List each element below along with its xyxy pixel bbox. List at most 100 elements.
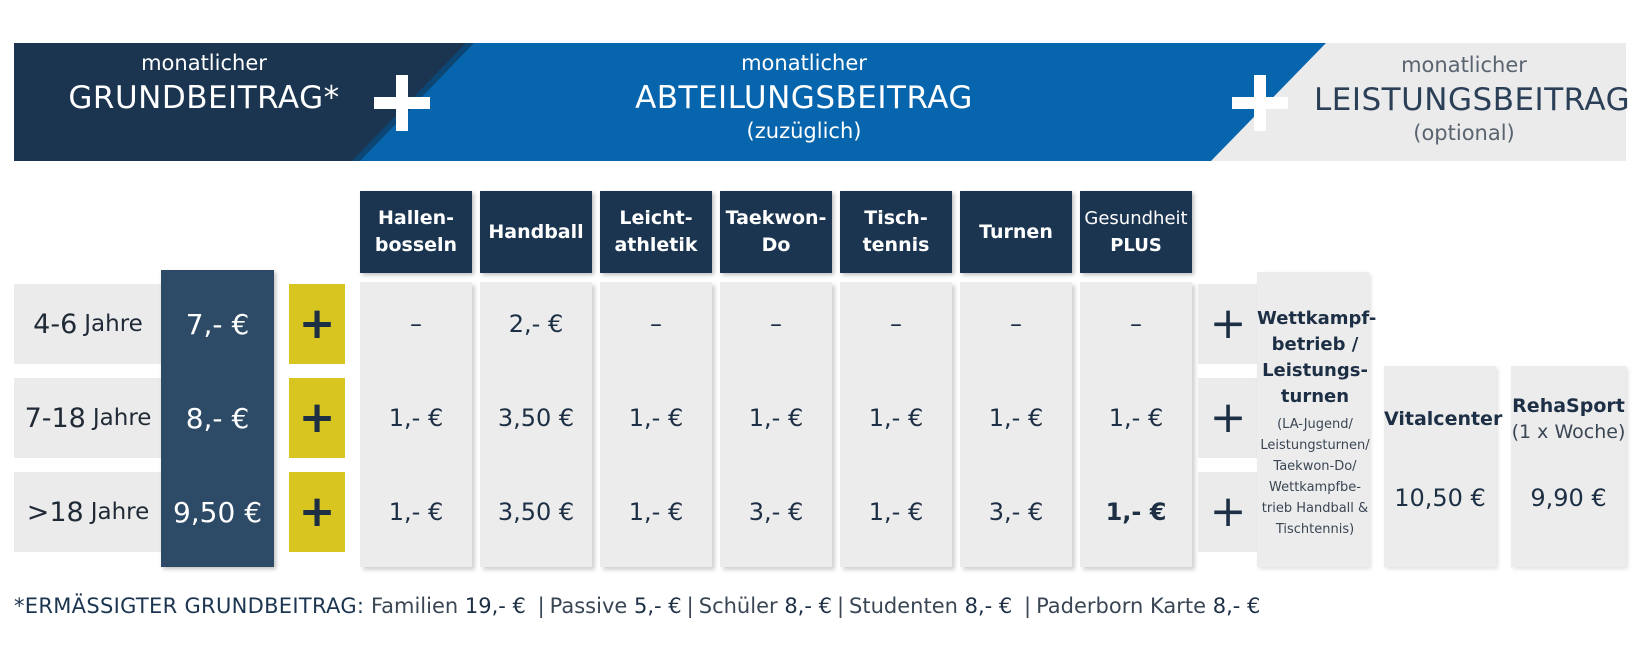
footnote: *ERMÄSSIGTER GRUNDBEITRAG: Familien 19,-…: [14, 594, 1260, 618]
age-unit: Jahre: [90, 499, 150, 525]
dept-column: [1080, 282, 1192, 567]
abteilung-banner-title: ABTEILUNGSBEITRAG: [635, 80, 973, 116]
fee-cell: 3,50 €: [497, 404, 575, 432]
vitalcenter-price: 10,50 €: [1394, 484, 1486, 512]
plus-icon: +: [1209, 298, 1247, 349]
fee-cell: 1,- €: [628, 404, 684, 432]
rehasport-price: 9,90 €: [1530, 484, 1607, 512]
dept-header-line: Handball: [488, 220, 584, 243]
fee-cell: –: [1010, 310, 1022, 338]
footnote-item-label: Schüler: [698, 594, 778, 618]
fee-cell: 3,- €: [988, 498, 1044, 526]
age-range: 7-18: [24, 402, 86, 434]
fee-cell: 1,- €: [988, 404, 1044, 432]
leistung-banner-text: monatlicher LEISTUNGSBEITRAG (optional): [1314, 53, 1631, 145]
age-row-label-2: 7-18 Jahre: [14, 378, 162, 458]
dept-header-leichtathletik: Leicht-athletik: [600, 191, 712, 273]
rehasport-subtitle: (1 x Woche): [1511, 421, 1626, 443]
footnote-item-price: 8,- €: [784, 594, 832, 618]
dept-column: [960, 282, 1072, 567]
age-row-label-1: 4-6 Jahre: [14, 284, 162, 364]
dept-column: [360, 282, 472, 567]
plus-icon: +: [289, 378, 345, 458]
fee-cell: 1,- €: [748, 404, 804, 432]
dept-header-line: athletik: [614, 234, 698, 256]
rehasport-column: [1511, 366, 1626, 567]
footnote-item-label: Paderborn Karte: [1036, 594, 1207, 618]
fee-cell: –: [770, 310, 782, 338]
plus-icon: +: [289, 284, 345, 364]
dept-header-line: Gesundheit: [1084, 208, 1188, 229]
vitalcenter-column: [1384, 366, 1496, 567]
leistung-banner-title: LEISTUNGSBEITRAG: [1314, 82, 1631, 118]
grund-banner-bg: [14, 43, 466, 161]
footnote-separator: |: [686, 594, 694, 618]
abteilung-banner-bg: [344, 43, 1326, 161]
fee-cell: 1,- €: [1108, 404, 1164, 432]
grundbeitrag-column: [161, 270, 274, 567]
rehasport-title: RehaSport: [1512, 395, 1625, 417]
wettkampf-sub-line: Taekwon-Do/: [1273, 459, 1357, 474]
dept-header-tischtennis: Tisch-tennis: [840, 191, 952, 273]
wettkampf-sub-line: Leistungsturnen/: [1260, 438, 1370, 453]
dept-header-line: tennis: [862, 234, 930, 256]
row-stripe: [1198, 472, 1258, 552]
row-stripe: [1198, 284, 1258, 364]
abteilung-banner-note: (zuzüglich): [746, 119, 862, 143]
age-unit: Jahre: [92, 405, 152, 431]
fee-banner: monatlicher GRUNDBEITRAG* monatlicher AB…: [14, 43, 1631, 161]
vitalcenter-title: Vitalcenter: [1384, 408, 1503, 430]
plus-icon-1: [374, 75, 430, 131]
footnote-item-price: 8,- €: [964, 594, 1013, 618]
wettkampf-sub-line: trieb Handball &: [1261, 501, 1369, 516]
footnote-item-price: 5,- €: [634, 594, 682, 618]
dept-header-line: bosseln: [374, 234, 458, 256]
dept-column: [840, 282, 952, 567]
leistung-banner-note: (optional): [1413, 121, 1515, 145]
footnote-separator: |: [836, 594, 845, 618]
banner-background: [14, 43, 1626, 161]
fee-cell: –: [650, 310, 662, 338]
grund-banner-text: monatlicher GRUNDBEITRAG*: [59, 53, 349, 114]
dept-header-line: Hallen-: [377, 207, 455, 229]
wettkampf-title-line: Leistungs-: [1262, 360, 1368, 381]
grund-banner-title: GRUNDBEITRAG*: [68, 80, 340, 116]
dept-header-line: Leicht-: [619, 207, 693, 229]
footnote-item-label: Studenten: [849, 594, 958, 618]
dept-header-handball: Handball: [480, 191, 592, 273]
fee-cell: 2,- €: [508, 310, 564, 338]
wettkampf-title-line: turnen: [1280, 386, 1350, 407]
fee-cell: 3,- €: [748, 498, 804, 526]
wettkampf-title: Wettkampf- betrieb / Leistungs- turnen: [1257, 306, 1377, 410]
wettkampf-sub-line: Tischtennis): [1275, 522, 1355, 537]
footnote-item-label: Familien: [370, 594, 459, 618]
footnote-heading: *ERMÄSSIGTER GRUNDBEITRAG:: [14, 594, 365, 618]
fee-cell: –: [410, 310, 422, 338]
dept-header-line: PLUS: [1110, 235, 1162, 256]
footnote-item-price: 8,- €: [1212, 594, 1261, 618]
dept-header-line: Do: [761, 234, 791, 256]
wettkampf-subtitle: (LA-Jugend/ Leistungsturnen/ Taekwon-Do/…: [1257, 414, 1373, 540]
grundbeitrag-value: 9,50 €: [172, 495, 263, 529]
footnote-separator: |: [537, 594, 545, 618]
plus-icon: +: [1209, 392, 1247, 443]
wettkampf-title-line: betrieb /: [1271, 334, 1359, 355]
fee-cell: –: [1130, 310, 1142, 338]
wettkampf-title-line: Wettkampf-: [1257, 308, 1377, 329]
wettkampf-sub-line: Wettkampfbe-: [1269, 480, 1361, 495]
plus-icon: +: [289, 472, 345, 552]
fee-cell: 1,- €: [868, 404, 924, 432]
fee-cell: 1,- €: [868, 498, 924, 526]
dept-column: [480, 282, 592, 567]
age-range: >18: [26, 496, 84, 528]
plus-icon: +: [1209, 486, 1247, 537]
leistung-banner-small: monatlicher: [1401, 53, 1527, 77]
fee-cell: 1,- €: [388, 498, 444, 526]
footnote-item-price: 19,- €: [464, 594, 526, 618]
fee-cell: 1,- €: [1105, 498, 1167, 526]
dept-header-line: Turnen: [979, 220, 1053, 243]
wettkampf-sub-line: (LA-Jugend/: [1277, 417, 1353, 432]
dept-header-turnen: Turnen: [960, 191, 1072, 273]
fee-cell: 1,- €: [388, 404, 444, 432]
plus-icon-2: [1232, 75, 1288, 131]
